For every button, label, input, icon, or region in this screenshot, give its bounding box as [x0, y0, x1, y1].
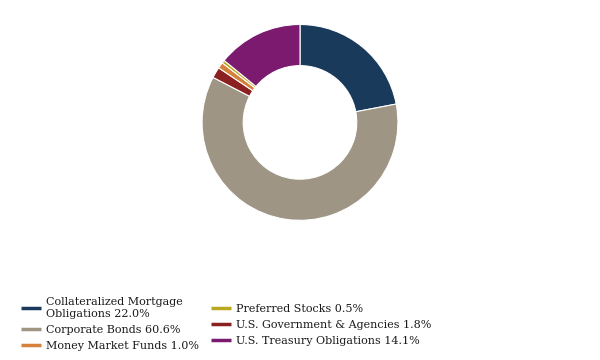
Wedge shape — [222, 60, 256, 88]
Wedge shape — [224, 24, 300, 86]
Wedge shape — [213, 68, 253, 96]
Wedge shape — [202, 77, 398, 220]
Wedge shape — [300, 24, 396, 112]
Legend: Collateralized Mortgage
Obligations 22.0%, Corporate Bonds 60.6%, Money Market F: Collateralized Mortgage Obligations 22.0… — [17, 294, 435, 355]
Wedge shape — [218, 63, 255, 91]
